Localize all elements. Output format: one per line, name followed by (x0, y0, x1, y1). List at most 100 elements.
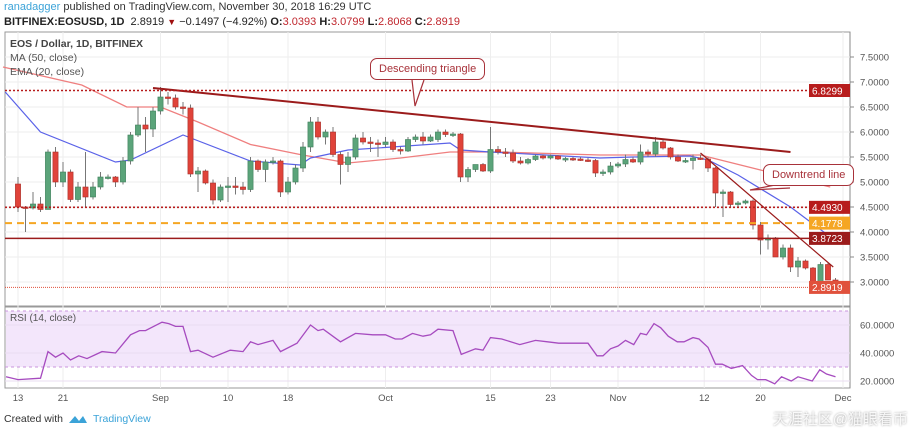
candle[interactable] (427, 136, 434, 142)
candle[interactable] (337, 154, 344, 165)
candle[interactable] (390, 141, 396, 150)
candle[interactable] (802, 260, 809, 269)
candle[interactable] (60, 171, 66, 183)
candle[interactable] (735, 202, 741, 205)
candle[interactable] (435, 131, 441, 140)
candle[interactable] (652, 141, 659, 155)
candle[interactable] (562, 158, 569, 161)
candle[interactable] (187, 107, 194, 175)
candle[interactable] (577, 158, 584, 161)
candle[interactable] (472, 164, 479, 170)
candle[interactable] (240, 186, 246, 190)
candle[interactable] (412, 136, 419, 140)
candle[interactable] (750, 200, 756, 226)
candle[interactable] (210, 182, 216, 201)
candle[interactable] (75, 186, 81, 200)
candle[interactable] (757, 224, 764, 241)
candle[interactable] (825, 264, 831, 281)
legend-rsi[interactable]: RSI (14, close) (10, 313, 77, 324)
candle[interactable] (465, 169, 471, 178)
candle[interactable] (277, 160, 284, 193)
candle[interactable] (727, 191, 734, 205)
candle[interactable] (450, 133, 456, 136)
candle[interactable] (720, 191, 726, 194)
candle[interactable] (780, 247, 786, 258)
candle[interactable] (570, 158, 576, 161)
candle[interactable] (322, 131, 329, 138)
candle[interactable] (690, 157, 696, 161)
candle[interactable] (622, 159, 629, 165)
callout-downtrend-line[interactable]: Downtrend line (763, 164, 855, 186)
candle[interactable] (217, 186, 224, 201)
candle[interactable] (172, 97, 179, 108)
candle[interactable] (495, 149, 501, 153)
candle[interactable] (135, 124, 141, 136)
candle[interactable] (255, 160, 261, 170)
candle[interactable] (195, 170, 201, 175)
candle[interactable] (82, 186, 89, 198)
candle[interactable] (487, 149, 494, 172)
candle[interactable] (142, 124, 149, 130)
candle[interactable] (600, 171, 606, 174)
candle[interactable] (405, 139, 411, 152)
candle[interactable] (120, 160, 126, 183)
candle[interactable] (300, 146, 306, 169)
candle[interactable] (502, 151, 509, 154)
candle[interactable] (285, 181, 291, 193)
candle[interactable] (667, 147, 674, 158)
candle[interactable] (517, 160, 524, 164)
candle[interactable] (817, 264, 824, 284)
candle[interactable] (712, 167, 719, 194)
callout-descending-triangle[interactable]: Descending triangle (370, 58, 486, 80)
candle[interactable] (592, 160, 599, 174)
candle[interactable] (420, 136, 426, 142)
candle[interactable] (165, 96, 171, 99)
candle[interactable] (352, 137, 359, 158)
candle[interactable] (202, 170, 209, 184)
candle[interactable] (247, 160, 254, 190)
candle[interactable] (637, 151, 644, 163)
candle[interactable] (52, 151, 59, 183)
candle[interactable] (585, 159, 591, 162)
candle[interactable] (675, 156, 681, 162)
candle[interactable] (270, 160, 276, 163)
candle[interactable] (480, 164, 486, 172)
candle[interactable] (360, 137, 366, 143)
candle[interactable] (112, 176, 119, 183)
candle[interactable] (442, 131, 449, 135)
candle[interactable] (555, 155, 561, 160)
candle[interactable] (67, 171, 74, 200)
candle[interactable] (682, 160, 689, 163)
candle[interactable] (742, 200, 749, 204)
candle[interactable] (97, 176, 104, 188)
candle[interactable] (607, 165, 614, 173)
candle[interactable] (232, 185, 239, 188)
candle[interactable] (367, 141, 374, 144)
candle[interactable] (547, 155, 554, 159)
candle[interactable] (532, 155, 539, 160)
legend-ema[interactable]: EMA (20, close) (10, 66, 85, 78)
descending-triangle-top[interactable] (152, 87, 791, 153)
candle[interactable] (457, 133, 464, 178)
candle[interactable] (150, 110, 156, 130)
candle[interactable] (795, 260, 801, 268)
candle[interactable] (157, 96, 164, 112)
author-link[interactable]: ranadagger (4, 1, 61, 13)
candle[interactable] (397, 149, 404, 152)
candle[interactable] (127, 134, 134, 162)
candle[interactable] (90, 186, 96, 198)
candle[interactable] (375, 142, 381, 145)
candle[interactable] (630, 159, 636, 163)
tradingview-link[interactable]: TradingView (92, 413, 151, 425)
candle[interactable] (697, 157, 704, 160)
candle[interactable] (330, 131, 336, 155)
candle[interactable] (772, 237, 779, 258)
candle[interactable] (45, 151, 51, 210)
candle[interactable] (540, 155, 546, 159)
candle[interactable] (315, 121, 321, 138)
candle[interactable] (292, 167, 299, 183)
candle[interactable] (525, 159, 531, 164)
candle[interactable] (105, 176, 111, 179)
candle[interactable] (787, 247, 794, 268)
